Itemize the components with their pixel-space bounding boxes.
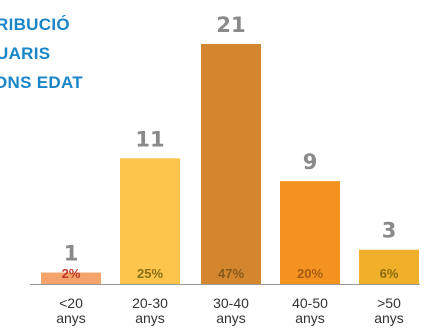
bar-1 bbox=[120, 158, 180, 284]
count-label-1: 11 bbox=[135, 127, 164, 151]
percent-label-3: 20% bbox=[297, 266, 323, 281]
bar-4 bbox=[359, 249, 419, 284]
bar-3 bbox=[280, 181, 340, 284]
chart-title: RIBUCIÓ UARIS ONS EDAT bbox=[0, 10, 83, 97]
bar-2 bbox=[201, 44, 261, 284]
category-label-2-line-1: 30-40 bbox=[213, 295, 249, 311]
category-label-4-line-1: >50 bbox=[377, 295, 401, 311]
count-label-0: 1 bbox=[64, 242, 79, 266]
bar-0 bbox=[41, 272, 101, 284]
category-label-1-line-2: anys bbox=[135, 310, 165, 326]
percent-label-0: 2% bbox=[62, 266, 81, 281]
chart-title-line-3: ONS EDAT bbox=[0, 73, 83, 92]
category-label-0-line-1: <20 bbox=[59, 295, 83, 311]
percent-label-1: 25% bbox=[137, 266, 163, 281]
percent-label-2: 47% bbox=[218, 266, 244, 281]
category-label-3-line-2: anys bbox=[295, 310, 325, 326]
category-label-2-line-2: anys bbox=[216, 310, 246, 326]
count-label-4: 3 bbox=[382, 219, 397, 243]
category-label-1-line-1: 20-30 bbox=[132, 295, 168, 311]
chart-title-line-2: UARIS bbox=[0, 44, 51, 63]
percent-label-4: 6% bbox=[380, 266, 399, 281]
category-label-4-line-2: anys bbox=[374, 310, 404, 326]
chart-title-line-1: RIBUCIÓ bbox=[0, 15, 70, 34]
count-label-2: 21 bbox=[216, 13, 245, 37]
category-label-0-line-2: anys bbox=[56, 310, 86, 326]
count-label-3: 9 bbox=[303, 150, 318, 174]
category-label-3-line-1: 40-50 bbox=[292, 295, 328, 311]
